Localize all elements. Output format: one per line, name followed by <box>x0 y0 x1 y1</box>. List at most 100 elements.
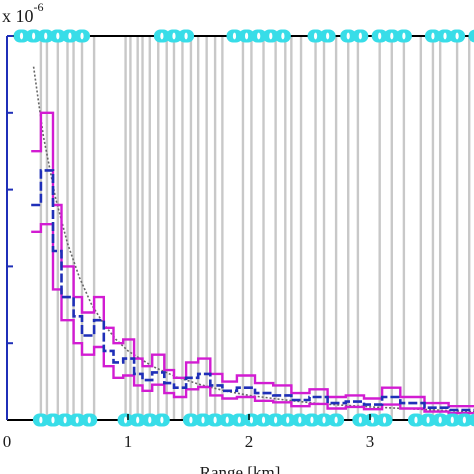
marker-dot <box>414 416 418 424</box>
marker-dot <box>123 416 128 424</box>
marker-dot <box>402 32 406 40</box>
top-marker <box>250 29 267 43</box>
y-multiplier-label: x 10-6 <box>2 0 44 26</box>
bottom-marker <box>219 413 236 427</box>
marker-dot <box>261 416 266 424</box>
bottom-marker <box>44 413 61 427</box>
bottom-marker <box>182 413 199 427</box>
bottom-marker <box>376 413 393 427</box>
marker-dot <box>184 32 188 40</box>
bottom-marker <box>468 413 474 427</box>
marker-dot <box>313 32 318 40</box>
marker-dot <box>378 32 382 40</box>
marker-dot <box>44 32 48 40</box>
bottom-marker <box>279 413 296 427</box>
marker-dot <box>172 32 176 40</box>
marker-dot <box>298 416 302 424</box>
marker-dot <box>450 416 454 424</box>
bottom-marker <box>117 413 134 427</box>
y-multiplier-text: x 10 <box>2 6 34 26</box>
marker-dot <box>213 416 217 424</box>
marker-dot <box>63 416 67 424</box>
marker-dot <box>443 32 447 40</box>
marker-dot <box>189 416 193 424</box>
marker-dot <box>326 32 330 40</box>
bottom-marker <box>420 413 437 427</box>
bottom-marker <box>32 413 49 427</box>
marker-dot <box>39 416 43 424</box>
top-marker <box>307 29 324 43</box>
top-marker <box>449 29 466 43</box>
marker-dot <box>370 416 375 424</box>
marker-dot <box>358 416 362 424</box>
marker-dot <box>136 416 140 424</box>
bottom-marker <box>69 413 86 427</box>
marker-dot <box>310 416 314 424</box>
marker-dot <box>160 416 164 424</box>
top-marker <box>13 29 30 43</box>
bottom-marker <box>243 413 260 427</box>
top-marker <box>178 29 195 43</box>
fit-curve <box>32 66 474 413</box>
marker-dot <box>382 416 387 424</box>
top-marker <box>274 29 291 43</box>
marker-dot <box>80 32 84 40</box>
top-marker <box>226 29 243 43</box>
marker-dot <box>225 416 229 424</box>
marker-dot <box>390 32 394 40</box>
top-marker <box>165 29 182 43</box>
range-gate-lines <box>39 36 471 420</box>
x-tick-label: 0 <box>3 432 12 451</box>
marker-dot <box>160 32 164 40</box>
bottom-marker <box>303 413 320 427</box>
bottom-marker <box>129 413 146 427</box>
top-marker <box>49 29 66 43</box>
x-axis-label: Range [km] <box>200 463 281 474</box>
marker-dot <box>281 32 285 40</box>
top-marker <box>437 29 454 43</box>
bottom-marker <box>316 413 333 427</box>
marker-dot <box>426 416 430 424</box>
top-marker <box>340 29 357 43</box>
bottom-marker <box>364 413 381 427</box>
marker-dot <box>148 416 152 424</box>
marker-dot <box>257 32 261 40</box>
bottom-marker <box>207 413 224 427</box>
bottom-marker <box>328 413 345 427</box>
top-marker <box>352 29 369 43</box>
bottom-marker <box>407 413 424 427</box>
marker-dot <box>68 32 72 40</box>
top-marker <box>371 29 388 43</box>
marker-capsule <box>468 413 474 427</box>
marker-dot <box>334 416 338 424</box>
marker-dot <box>237 416 241 424</box>
marker-dot <box>269 32 273 40</box>
marker-dot <box>56 32 60 40</box>
marker-dot <box>462 416 466 424</box>
marker-dot <box>51 416 55 424</box>
top-marker <box>383 29 400 43</box>
top-marker <box>74 29 91 43</box>
y-exponent-text: -6 <box>34 0 44 14</box>
bottom-marker <box>352 413 369 427</box>
bottom-marker <box>255 413 272 427</box>
bottom-marker <box>456 413 473 427</box>
series-layer <box>31 66 474 415</box>
marker-dot <box>431 32 435 40</box>
bottom-marker <box>57 413 74 427</box>
bottom-marker <box>444 413 461 427</box>
marker-dot <box>201 416 205 424</box>
marker-dot <box>244 32 249 40</box>
bottom-marker <box>231 413 248 427</box>
bottom-marker <box>267 413 284 427</box>
marker-dot <box>438 416 442 424</box>
top-marker <box>153 29 170 43</box>
top-marker <box>37 29 54 43</box>
top-marker <box>61 29 78 43</box>
top-marker <box>25 29 42 43</box>
marker-dot <box>19 32 24 40</box>
marker-dot <box>322 416 326 424</box>
marker-capsule <box>468 29 474 43</box>
marker-dot <box>87 416 91 424</box>
